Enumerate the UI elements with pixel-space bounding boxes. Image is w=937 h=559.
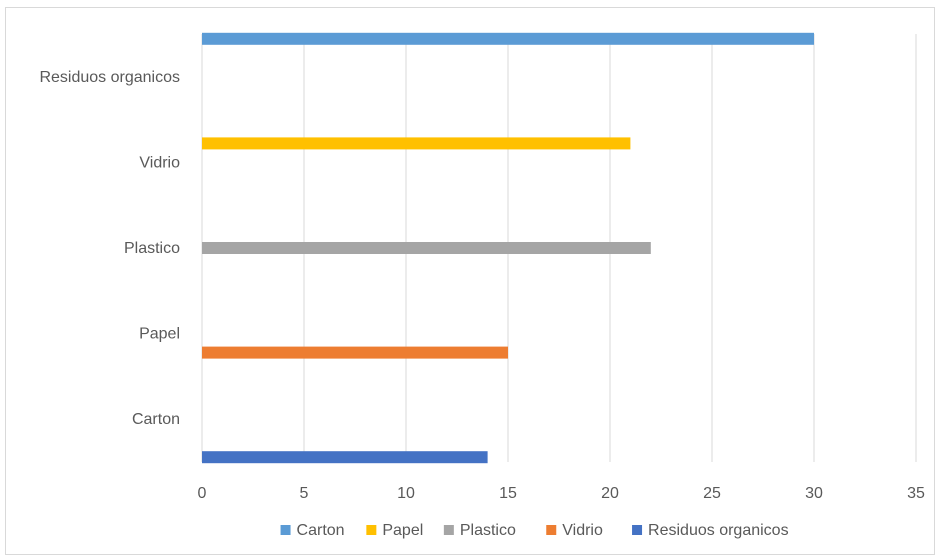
bar-carton bbox=[202, 451, 488, 464]
x-tick-label: 30 bbox=[805, 485, 823, 502]
legend-swatch-plastico bbox=[443, 525, 454, 535]
legend: Carton Papel Plastico Vidrio Residuos organi… bbox=[280, 522, 789, 539]
bar-residuos-organicos bbox=[202, 32, 814, 45]
x-tick-label: 5 bbox=[300, 485, 309, 502]
legend-label-carton: Carton bbox=[297, 522, 345, 539]
x-tick-label: 25 bbox=[703, 485, 721, 502]
x-tick-label: 0 bbox=[198, 485, 207, 502]
legend-label-plastico: Plastico bbox=[460, 522, 516, 539]
legend-label-papel: Papel bbox=[382, 522, 423, 539]
chart-frame bbox=[5, 7, 935, 555]
bar-vidrio bbox=[202, 137, 631, 150]
bars bbox=[202, 32, 814, 464]
x-axis-labels: 0 5 10 15 20 25 30 35 bbox=[198, 485, 925, 502]
legend-swatch-residuos-organicos bbox=[632, 525, 643, 535]
y-tick-label: Plastico bbox=[124, 240, 180, 257]
bar-papel bbox=[202, 346, 508, 359]
y-tick-label: Residuos organicos bbox=[39, 69, 180, 86]
legend-swatch-carton bbox=[280, 525, 291, 535]
y-tick-label: Vidrio bbox=[139, 154, 180, 171]
legend-swatch-vidrio bbox=[546, 525, 557, 535]
legend-label-residuos-organicos: Residuos organicos bbox=[648, 522, 789, 539]
y-tick-label: Papel bbox=[139, 326, 180, 343]
x-tick-label: 35 bbox=[907, 485, 925, 502]
x-tick-label: 20 bbox=[601, 485, 619, 502]
legend-swatch-papel bbox=[366, 525, 377, 535]
x-tick-label: 15 bbox=[499, 485, 517, 502]
y-axis-labels: Carton Papel Plastico Vidrio Residuos organi… bbox=[39, 69, 180, 428]
y-tick-label: Carton bbox=[132, 411, 180, 428]
legend-label-vidrio: Vidrio bbox=[562, 522, 603, 539]
x-tick-label: 10 bbox=[397, 485, 415, 502]
bar-plastico bbox=[202, 242, 651, 254]
